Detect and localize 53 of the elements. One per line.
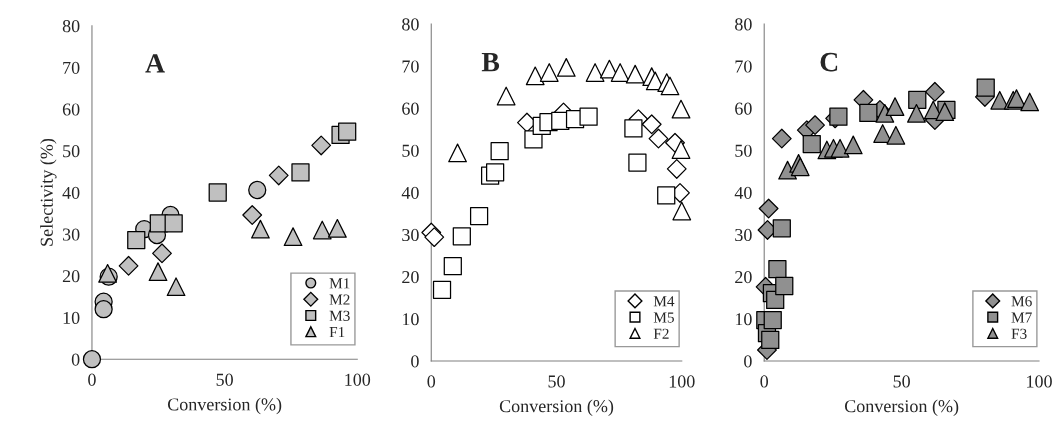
y-tick-label: 10 bbox=[735, 313, 752, 326]
y-tick-label: 70 bbox=[402, 60, 419, 73]
y-tick-label: 80 bbox=[402, 18, 419, 31]
y-tick-label: 30 bbox=[735, 228, 752, 242]
y-tick-label: 40 bbox=[401, 186, 419, 199]
legend-label: F2 bbox=[653, 328, 669, 339]
y-tick-label: 30 bbox=[62, 228, 80, 241]
x-tick-label: 50 bbox=[893, 375, 910, 388]
x-tick-label: 50 bbox=[216, 373, 233, 386]
x-axis-title: Conversion (%) bbox=[499, 399, 614, 416]
y-tick-label: 40 bbox=[62, 186, 80, 199]
legend-label: M6 bbox=[1011, 296, 1032, 307]
y-tick-label: 60 bbox=[62, 103, 80, 116]
legend-label: M2 bbox=[329, 294, 350, 305]
y-tick-label: 80 bbox=[62, 20, 80, 33]
y-tick-label: 30 bbox=[402, 228, 419, 242]
y-tick-label: 50 bbox=[735, 144, 752, 157]
y-tick-label: 20 bbox=[402, 270, 419, 284]
y-tick-label: 0 bbox=[411, 355, 419, 368]
y-tick-label: 60 bbox=[402, 102, 419, 115]
text: B bbox=[481, 53, 500, 72]
x-tick-label: 100 bbox=[669, 375, 695, 388]
y-tick-label: 80 bbox=[735, 18, 752, 31]
x-tick-label: 0 bbox=[88, 373, 96, 386]
y-tick-label: 50 bbox=[402, 144, 419, 157]
y-tick-label: 70 bbox=[735, 60, 752, 73]
text: A bbox=[145, 54, 165, 73]
x-axis-title: Conversion (%) bbox=[844, 399, 959, 416]
y-tick-label: 0 bbox=[744, 355, 752, 368]
legend-label: F3 bbox=[1011, 328, 1027, 339]
y-tick-label: 70 bbox=[63, 61, 80, 74]
y-tick-label: 40 bbox=[734, 186, 752, 199]
y-tick-label: 50 bbox=[63, 145, 80, 158]
legend-label: M3 bbox=[329, 310, 350, 321]
legend-label: M5 bbox=[653, 312, 674, 323]
y-tick-label: 20 bbox=[62, 270, 80, 283]
x-tick-label: 0 bbox=[760, 375, 769, 388]
y-tick-label: 0 bbox=[71, 353, 80, 366]
y-tick-label: 60 bbox=[735, 102, 752, 115]
y-tick-label: 10 bbox=[63, 311, 80, 324]
legend-label: M4 bbox=[653, 296, 675, 307]
x-tick-label: 100 bbox=[1027, 375, 1052, 388]
x-tick-label: 100 bbox=[345, 373, 371, 386]
legend-label: M1 bbox=[329, 278, 350, 289]
y-axis-title: Selectivity (%) bbox=[40, 138, 57, 246]
text: C bbox=[820, 52, 838, 72]
legend-label: F1 bbox=[329, 326, 345, 338]
y-tick-label: 20 bbox=[735, 270, 752, 284]
legend-label: M7 bbox=[1011, 312, 1032, 323]
x-tick-label: 50 bbox=[548, 375, 565, 388]
y-tick-label: 10 bbox=[402, 313, 419, 326]
x-axis-title: Conversion (%) bbox=[167, 397, 282, 415]
x-tick-label: 0 bbox=[427, 375, 436, 388]
